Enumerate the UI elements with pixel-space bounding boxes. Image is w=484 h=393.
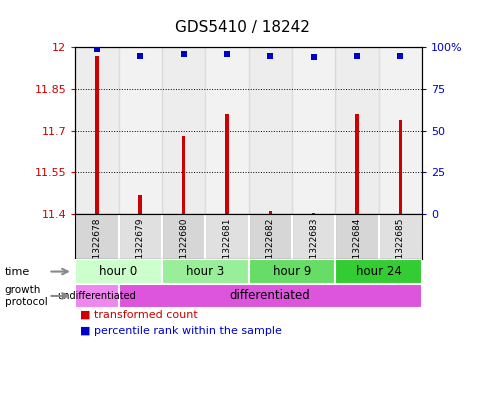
Text: growth
protocol: growth protocol [5, 285, 47, 307]
Bar [75, 284, 118, 308]
Point [309, 54, 317, 60]
Bar [118, 214, 162, 259]
Text: hour 0: hour 0 [99, 265, 137, 278]
Bar [248, 47, 291, 214]
Point [395, 52, 403, 59]
Point [179, 51, 187, 57]
Point [223, 51, 230, 57]
Text: GSM1322683: GSM1322683 [308, 218, 318, 278]
Point [266, 52, 273, 59]
Text: hour 24: hour 24 [355, 265, 401, 278]
Bar [95, 55, 98, 214]
Bar [162, 47, 205, 214]
Bar [334, 47, 378, 214]
Text: time: time [5, 266, 30, 277]
Bar [268, 211, 272, 214]
Text: GSM1322679: GSM1322679 [136, 218, 144, 278]
Text: GDS5410 / 18242: GDS5410 / 18242 [175, 20, 309, 35]
Bar [162, 214, 205, 259]
Bar [378, 47, 421, 214]
Text: GSM1322685: GSM1322685 [395, 218, 404, 278]
Text: GSM1322680: GSM1322680 [179, 218, 188, 278]
Text: ■ percentile rank within the sample: ■ percentile rank within the sample [80, 326, 281, 336]
Bar [182, 136, 185, 214]
Point [93, 46, 101, 52]
Bar [75, 47, 118, 214]
Bar [248, 214, 291, 259]
Point [136, 52, 144, 59]
Bar [248, 259, 334, 284]
Bar [354, 114, 358, 214]
Text: GSM1322681: GSM1322681 [222, 218, 231, 278]
Text: ■ transformed count: ■ transformed count [80, 310, 197, 320]
Bar [291, 47, 334, 214]
Bar [75, 214, 118, 259]
Bar [334, 259, 421, 284]
Text: GSM1322684: GSM1322684 [352, 218, 361, 278]
Bar [291, 214, 334, 259]
Bar [334, 214, 378, 259]
Bar [205, 214, 248, 259]
Text: hour 9: hour 9 [272, 265, 310, 278]
Bar [75, 259, 162, 284]
Text: hour 3: hour 3 [186, 265, 224, 278]
Text: GSM1322678: GSM1322678 [92, 218, 101, 278]
Bar [118, 284, 421, 308]
Point [352, 52, 360, 59]
Text: differentiated: differentiated [229, 289, 310, 303]
Bar [311, 213, 315, 214]
Bar [205, 47, 248, 214]
Bar [398, 119, 401, 214]
Text: undifferentiated: undifferentiated [58, 291, 136, 301]
Bar [162, 259, 248, 284]
Bar [138, 195, 142, 214]
Bar [225, 114, 228, 214]
Text: GSM1322682: GSM1322682 [265, 218, 274, 278]
Bar [378, 214, 421, 259]
Bar [118, 47, 162, 214]
